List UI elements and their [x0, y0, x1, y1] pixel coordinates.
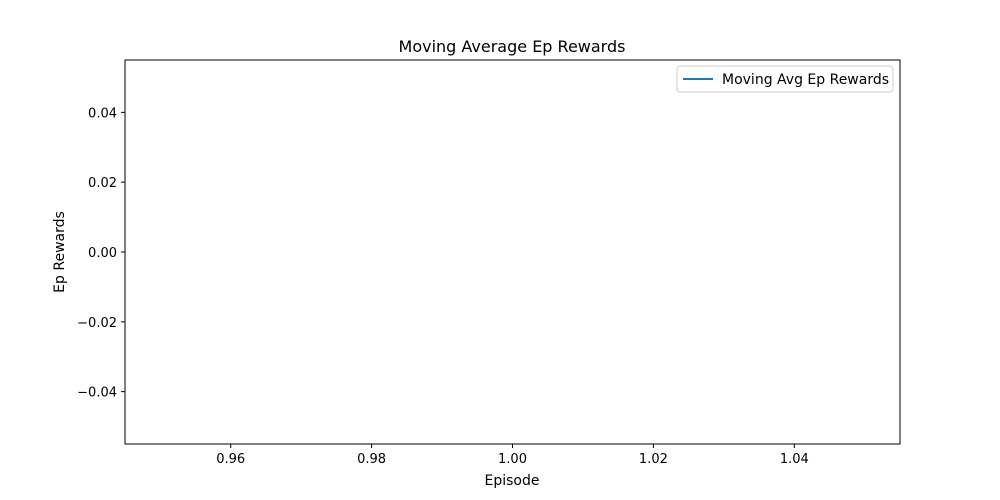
x-axis: 0.96 0.98 1.00 1.02 1.04 — [216, 444, 809, 467]
y-tick-label: 0.04 — [88, 106, 117, 121]
y-axis-title: Ep Rewards — [52, 211, 68, 293]
y-tick-label: −0.04 — [77, 386, 117, 401]
chart-title: Moving Average Ep Rewards — [399, 37, 626, 56]
x-tick-label: 1.00 — [498, 452, 527, 467]
legend: Moving Avg Ep Rewards — [676, 65, 894, 93]
plot-area — [124, 59, 901, 445]
x-axis-title: Episode — [485, 473, 540, 489]
x-tick-label: 0.96 — [216, 452, 245, 467]
y-tick-label: 0.00 — [88, 246, 117, 261]
x-tick-label: 1.02 — [639, 452, 668, 467]
y-tick-label: 0.02 — [88, 176, 117, 191]
x-tick-label: 0.98 — [357, 452, 386, 467]
y-tick-label: −0.02 — [77, 316, 117, 331]
y-axis: 0.04 0.02 0.00 −0.02 −0.04 — [77, 106, 125, 401]
legend-box — [676, 65, 894, 93]
x-tick-label: 1.04 — [780, 452, 809, 467]
legend-label: Moving Avg Ep Rewards — [722, 72, 889, 88]
